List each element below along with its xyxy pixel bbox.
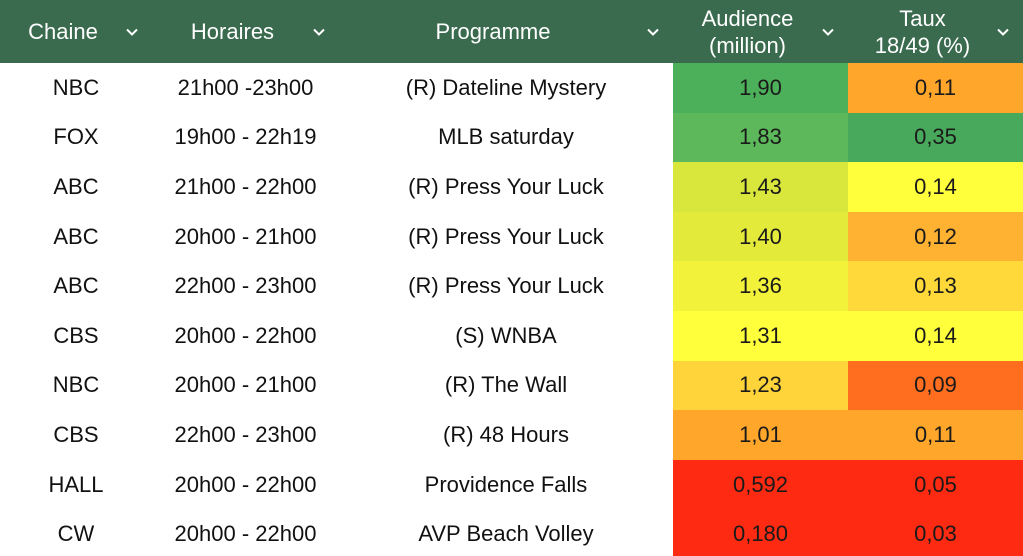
table-row: CW 20h00 - 22h00 AVP Beach Volley 0,180 0,03	[0, 509, 1023, 556]
cell-taux: 0,03	[848, 509, 1023, 556]
cell-horaires: 21h00 -23h00	[177, 74, 314, 100]
cell-programme: (R) The Wall	[444, 372, 568, 398]
header-audience-label: Audience (million)	[701, 5, 794, 58]
cell-audience: 1,83	[673, 112, 848, 163]
cell-audience: 0,592	[673, 459, 848, 510]
cell-taux: 0,09	[848, 360, 1023, 411]
cell-taux: 0,14	[848, 310, 1023, 361]
cell-horaires: 22h00 - 23h00	[174, 273, 317, 299]
cell-taux: 0,11	[848, 63, 1023, 113]
cell-chaine: NBC	[52, 74, 100, 100]
table-row: NBC 21h00 -23h00 (R) Dateline Mystery 1,90 0…	[0, 63, 1023, 113]
cell-audience: 1,01	[673, 410, 848, 460]
chevron-down-icon[interactable]	[311, 24, 327, 40]
chevron-down-icon[interactable]	[995, 24, 1011, 40]
cell-horaires: 20h00 - 21h00	[174, 372, 317, 398]
table-row: NBC 20h00 - 21h00 (R) The Wall 1,23 0,09	[0, 360, 1023, 411]
cell-programme: (S) WNBA	[455, 322, 557, 348]
cell-chaine: CBS	[53, 322, 99, 348]
table-row: ABC 21h00 - 22h00 (R) Press Your Luck 1,43 0…	[0, 162, 1023, 212]
cell-chaine: CW	[57, 521, 95, 547]
header-programme[interactable]: Programme	[339, 0, 673, 63]
table-row: HALL 20h00 - 22h00 Providence Falls 0,592 0,…	[0, 459, 1023, 510]
header-taux[interactable]: Taux 18/49 (%)	[848, 0, 1023, 63]
table-row: CBS 20h00 - 22h00 (S) WNBA 1,31 0,14	[0, 310, 1023, 361]
cell-chaine: NBC	[52, 372, 100, 398]
cell-taux: 0,05	[848, 459, 1023, 510]
table-row: CBS 22h00 - 23h00 (R) 48 Hours 1,01 0,11	[0, 410, 1023, 460]
cell-programme: (R) Press Your Luck	[408, 173, 604, 199]
cell-taux: 0,12	[848, 211, 1023, 262]
cell-chaine: ABC	[53, 223, 99, 249]
header-chaine-label: Chaine	[28, 19, 98, 44]
cell-horaires: 21h00 - 22h00	[174, 173, 317, 199]
cell-programme: (R) 48 Hours	[443, 421, 569, 447]
cell-horaires: 20h00 - 22h00	[174, 322, 317, 348]
header-chaine[interactable]: Chaine	[0, 0, 152, 63]
cell-audience: 1,36	[673, 261, 848, 311]
cell-chaine: HALL	[48, 471, 104, 497]
header-taux-label: Taux 18/49 (%)	[874, 5, 971, 58]
cell-chaine: ABC	[53, 173, 99, 199]
cell-audience: 1,40	[673, 211, 848, 262]
cell-horaires: 20h00 - 21h00	[174, 223, 317, 249]
table-row: FOX 19h00 - 22h19 MLB saturday 1,83 0,35	[0, 112, 1023, 163]
cell-audience: 1,43	[673, 162, 848, 212]
chevron-down-icon[interactable]	[820, 24, 836, 40]
table-body: NBC 21h00 -23h00 (R) Dateline Mystery 1,90 0…	[0, 63, 1023, 556]
cell-horaires: 20h00 - 22h00	[174, 471, 317, 497]
cell-chaine: FOX	[53, 124, 99, 150]
header-programme-label: Programme	[435, 19, 551, 44]
cell-horaires: 20h00 - 22h00	[174, 521, 317, 547]
cell-taux: 0,13	[848, 261, 1023, 311]
header-audience[interactable]: Audience (million)	[673, 0, 848, 63]
header-horaires[interactable]: Horaires	[152, 0, 339, 63]
cell-horaires: 22h00 - 23h00	[174, 421, 317, 447]
cell-horaires: 19h00 - 22h19	[174, 124, 317, 150]
chevron-down-icon[interactable]	[645, 24, 661, 40]
cell-programme: Providence Falls	[424, 471, 588, 497]
table-row: ABC 20h00 - 21h00 (R) Press Your Luck 1,40 0…	[0, 211, 1023, 262]
cell-chaine: CBS	[53, 421, 99, 447]
cell-taux: 0,14	[848, 162, 1023, 212]
header-horaires-label: Horaires	[190, 19, 275, 44]
chevron-down-icon[interactable]	[124, 24, 140, 40]
cell-programme: AVP Beach Volley	[418, 521, 594, 547]
cell-audience: 1,31	[673, 310, 848, 361]
cell-programme: MLB saturday	[438, 124, 574, 150]
cell-audience: 1,23	[673, 360, 848, 411]
cell-programme: (R) Press Your Luck	[408, 223, 604, 249]
table-header-row: Chaine Horaires Programme Audience (mill…	[0, 0, 1023, 63]
cell-audience: 1,90	[673, 63, 848, 113]
cell-taux: 0,35	[848, 112, 1023, 163]
cell-taux: 0,11	[848, 410, 1023, 460]
cell-audience: 0,180	[673, 509, 848, 556]
table-row: ABC 22h00 - 23h00 (R) Press Your Luck 1,36 0…	[0, 261, 1023, 311]
cell-programme: (R) Dateline Mystery	[405, 74, 607, 100]
cell-programme: (R) Press Your Luck	[408, 273, 604, 299]
cell-chaine: ABC	[53, 273, 99, 299]
